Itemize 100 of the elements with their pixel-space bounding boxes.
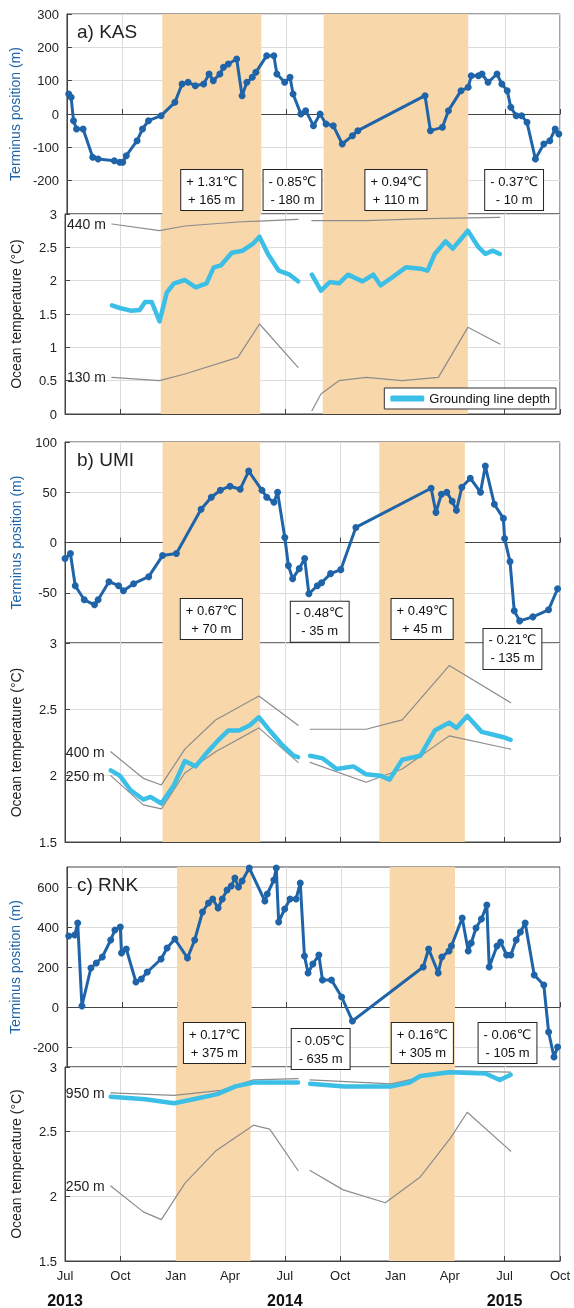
chart-title: c) RNK [77,874,139,895]
annotation: 130 m [67,369,106,386]
annotation: - 0.05℃ - 635 m [296,1032,345,1066]
y-tick-label: 100 [35,434,57,450]
point [281,533,289,541]
annotation: 250 m [65,1177,105,1194]
point [318,579,326,587]
point [159,552,167,560]
point [452,506,460,514]
point [529,613,537,621]
annotation: + 0.17℃ + 375 m [188,1026,241,1060]
point [91,601,99,609]
annotation: - 0.06℃ - 105 m [483,1026,532,1060]
point [516,617,524,625]
point [145,573,153,581]
y-tick-label: -200 [32,173,59,189]
y-tick-label: 2 [49,1188,57,1204]
y-tick-label: 3 [49,635,57,651]
point [289,575,297,583]
point [448,497,456,505]
y-tick-label: 2 [49,273,57,289]
point [337,566,345,574]
y-tick-label: 2.5 [38,1124,57,1140]
point [554,585,562,593]
annotation: + 0.16℃ + 305 m [396,1026,448,1060]
point [501,534,509,542]
point [284,562,292,570]
point [506,558,514,566]
annotation: - 0.37℃ - 10 m [490,173,539,207]
point [115,582,123,590]
y-tick-label: 2.5 [38,701,57,717]
annotation: - 0.21℃ - 135 m [488,632,537,666]
y-tick-label: 0 [51,999,59,1015]
annotation: + 0.94℃ + 110 m [370,173,422,207]
point [510,607,518,615]
point [258,486,266,494]
point [477,488,485,496]
annotation: + 0.67℃ + 70 m [185,602,237,636]
annotation: + 1.31℃ + 165 m [186,173,238,207]
y-tick-label: 50 [42,484,57,500]
point [130,580,138,588]
point [327,570,335,578]
point [71,582,79,590]
annotation: - 0.85℃ - 180 m [268,173,317,207]
y-axis-title: Terminus position (m) [8,475,24,610]
x-tick-label: Oct [330,1268,351,1283]
point [301,555,309,563]
point [197,505,205,513]
x-tick-label: Jul 2015 [486,1268,523,1308]
point [80,596,88,604]
point [245,467,253,475]
x-tick-label: Apr [439,1268,461,1283]
y-tick-label: 0 [51,106,59,122]
y-tick-label: 300 [37,6,59,22]
point [481,462,489,470]
point [545,606,553,614]
point [105,578,113,586]
annotation: - 0.48℃ - 35 m [295,605,344,639]
x-tick-label: Jan [165,1268,187,1283]
y-axis-title: Ocean temperature (°C) [8,1089,24,1239]
y-tick-label: 1.5 [38,1253,57,1269]
y-tick-label: 200 [37,39,59,55]
y-tick-label: 2 [49,768,57,784]
point [458,483,466,491]
point [119,587,127,595]
y-tick-label: -200 [32,1039,59,1055]
y-axis-title: Terminus position (m) [7,900,23,1034]
y-axis-title: Ocean temperature (°C) [8,239,24,389]
point [274,488,282,496]
y-tick-label: -50 [38,585,57,601]
y-tick-label: -100 [32,139,59,155]
x-tick-label: Oct [110,1268,131,1283]
point [66,550,74,558]
point [270,498,278,506]
annotation: + 0.49℃ + 45 m [396,602,448,636]
y-axis-title: Terminus position (m) [7,47,23,181]
point [263,493,271,501]
y-tick-label: 400 [37,919,59,935]
point [216,486,224,494]
y-axis-title: Ocean temperature (°C) [8,667,24,818]
point [236,485,244,493]
point [432,508,440,516]
point [499,514,507,522]
y-tick-label: 2.5 [38,239,57,255]
point [207,493,215,501]
y-tick-label: 3 [49,1059,57,1075]
chart-title: a) KAS [77,21,138,42]
y-tick-label: 0.5 [38,373,57,389]
y-tick-label: 0 [49,535,57,550]
point [226,482,234,490]
point [466,474,474,482]
chart-title: b) UMI [77,449,134,470]
x-tick-label: Oct [549,1268,571,1283]
point [61,555,69,563]
annotation: 250 m [65,767,105,784]
y-tick-label: 1.5 [38,306,57,322]
y-tick-label: 0 [49,406,57,422]
y-tick-label: 1.5 [38,834,57,850]
y-tick-label: 100 [37,73,59,89]
point [94,596,102,604]
